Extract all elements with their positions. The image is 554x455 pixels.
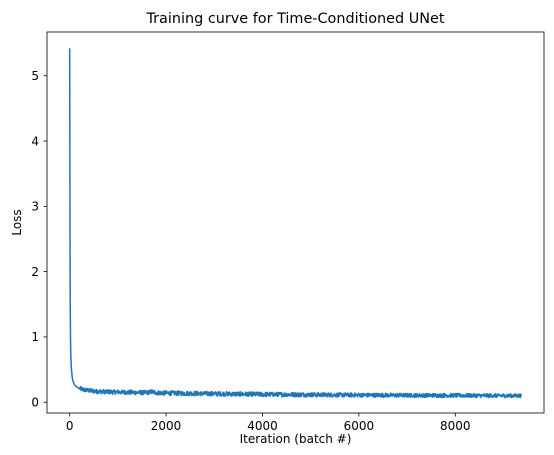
y-axis-label: Loss <box>10 209 24 235</box>
chart-title: Training curve for Time-Conditioned UNet <box>145 11 444 27</box>
x-axis-label: Iteration (batch #) <box>240 432 352 446</box>
x-tick-label: 0 <box>66 419 74 433</box>
plot-frame <box>46 31 545 414</box>
y-tick-label: 3 <box>31 200 39 214</box>
x-tick-label: 2000 <box>151 419 182 433</box>
y-tick-label: 2 <box>31 265 39 279</box>
y-tick-label: 4 <box>31 134 39 148</box>
y-axis-ticks: 0 1 2 3 4 5 <box>31 69 47 410</box>
y-tick-label: 5 <box>31 69 39 83</box>
y-tick-label: 1 <box>31 330 39 344</box>
loss-series-line <box>68 48 522 399</box>
plot-area <box>68 48 522 399</box>
y-tick-label: 0 <box>31 396 39 410</box>
x-tick-label: 4000 <box>247 419 278 433</box>
x-tick-label: 8000 <box>440 419 471 433</box>
x-tick-label: 6000 <box>344 419 375 433</box>
x-axis-ticks: 0 2000 4000 6000 8000 <box>66 413 471 433</box>
